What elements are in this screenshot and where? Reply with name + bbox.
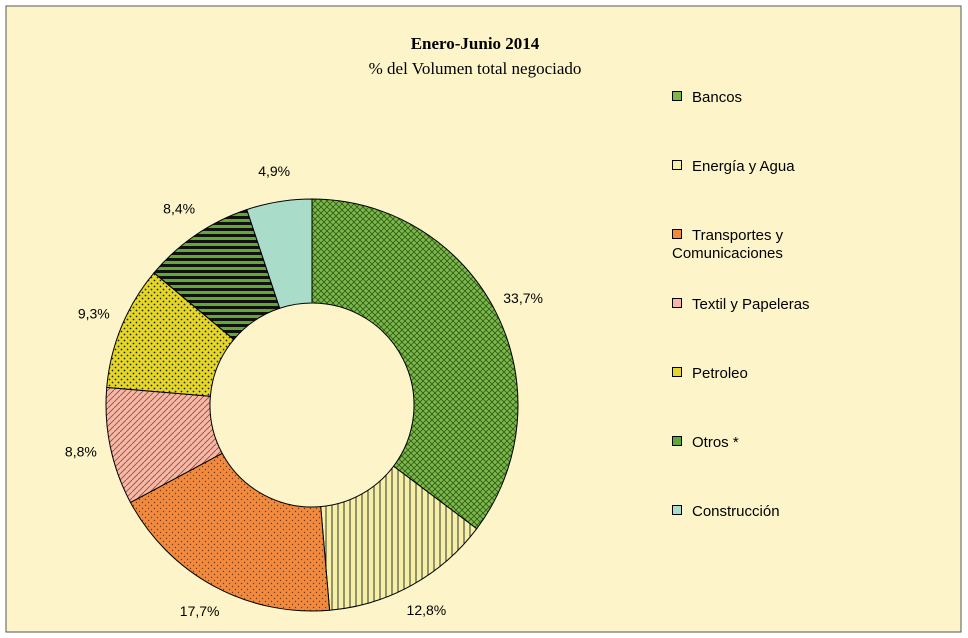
legend-marker: [672, 505, 682, 515]
legend-label: Textil y Papeleras: [692, 296, 810, 313]
data-label: 8,8%: [65, 443, 97, 459]
data-label: 8,4%: [163, 201, 195, 217]
legend-item: Construcción: [672, 503, 842, 521]
legend-item: Otros *: [672, 434, 842, 452]
legend-item: Petroleo: [672, 365, 842, 383]
legend-item: Energía y Agua: [672, 158, 842, 176]
legend-marker: [672, 229, 682, 239]
legend-label: Transportes y Comunicaciones: [672, 227, 784, 262]
legend-marker: [672, 298, 682, 308]
data-label: 4,9%: [258, 163, 290, 179]
legend-label: Bancos: [692, 89, 743, 106]
data-label: 12,8%: [407, 602, 447, 618]
donut-slice: [311, 198, 519, 530]
legend-marker: [672, 436, 682, 446]
legend-item: Textil y Papeleras: [672, 296, 842, 314]
chart-title: Enero-Junio 2014: [411, 34, 540, 53]
data-label: 17,7%: [180, 603, 220, 619]
legend-marker: [672, 367, 682, 377]
legend-label: Petroleo: [692, 365, 748, 382]
legend-marker: [672, 91, 682, 101]
legend-item: Bancos: [672, 89, 842, 107]
data-label: 33,7%: [503, 290, 543, 306]
legend-label: Construcción: [692, 503, 780, 520]
donut-slice: [246, 198, 313, 309]
legend-label: Energía y Agua: [692, 158, 795, 175]
data-label: 9,3%: [78, 306, 110, 322]
legend-marker: [672, 160, 682, 170]
legend-label: Otros *: [692, 434, 739, 451]
donut-slice: [129, 452, 331, 612]
legend-item: Transportes y Comunicaciones: [672, 227, 842, 263]
chart-subtitle: % del Volumen total negociado: [369, 59, 582, 78]
